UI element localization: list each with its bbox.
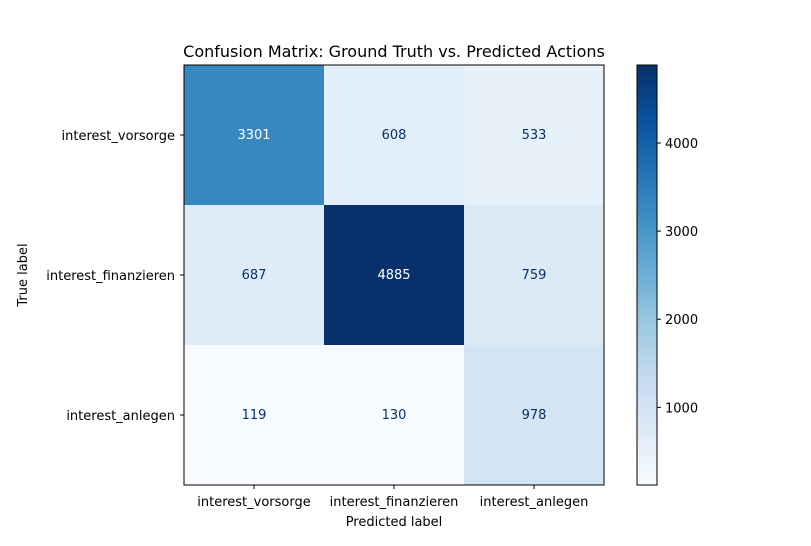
heatmap-cell: [184, 65, 324, 205]
y-axis-ticks: interest_vorsorge interest_finanzierenint…: [46, 129, 184, 424]
cell-value-label: 759: [522, 268, 547, 283]
cell-value-label: 119: [242, 408, 267, 423]
cell-value-label: 978: [522, 408, 547, 423]
cell-value-label: 608: [382, 128, 407, 143]
colorbar-tick-label: 3000: [665, 225, 698, 240]
colorbar-tick-label: 4000: [665, 137, 698, 152]
heatmap-cell: [324, 345, 464, 485]
colorbar-ticks: 1000 2000 3000 4000: [657, 137, 698, 416]
cell-value-label: 4885: [377, 268, 410, 283]
y-tick-label: interest_finanzieren: [46, 269, 175, 284]
y-axis-label: True label: [16, 243, 31, 307]
colorbar: [636, 64, 658, 486]
heatmap-cell: [464, 65, 604, 205]
x-tick-label: interest_anlegen: [480, 495, 589, 510]
cell-value-label: 687: [242, 268, 267, 283]
heatmap-cells: [184, 65, 604, 485]
heatmap-cell: [324, 65, 464, 205]
cell-value-label: 3301: [237, 128, 270, 143]
y-tick-label: interest_vorsorge: [62, 129, 175, 144]
x-axis-label: Predicted label: [346, 515, 443, 530]
heatmap-cell: [184, 345, 324, 485]
colorbar-tick-label: 1000: [665, 401, 698, 416]
heatmap-cell-labels: 3301 608 533 687 4885 759 119 130 978: [237, 128, 546, 423]
x-tick-label: interest_vorsorge: [197, 495, 310, 510]
chart-title: Confusion Matrix: Ground Truth vs. Predi…: [183, 42, 605, 61]
cell-value-label: 130: [382, 408, 407, 423]
heatmap-cell: [324, 205, 464, 345]
colorbar-tick-label: 2000: [665, 313, 698, 328]
x-tick-label: interest_finanzieren: [330, 495, 459, 510]
heatmap-cell: [464, 345, 604, 485]
cell-value-label: 533: [522, 128, 547, 143]
heatmap-cell: [184, 205, 324, 345]
y-tick-label: interest_anlegen: [66, 409, 175, 424]
heatmap-cell: [464, 205, 604, 345]
x-axis-ticks: interest_vorsorge interest_finanzieren int…: [197, 485, 588, 510]
